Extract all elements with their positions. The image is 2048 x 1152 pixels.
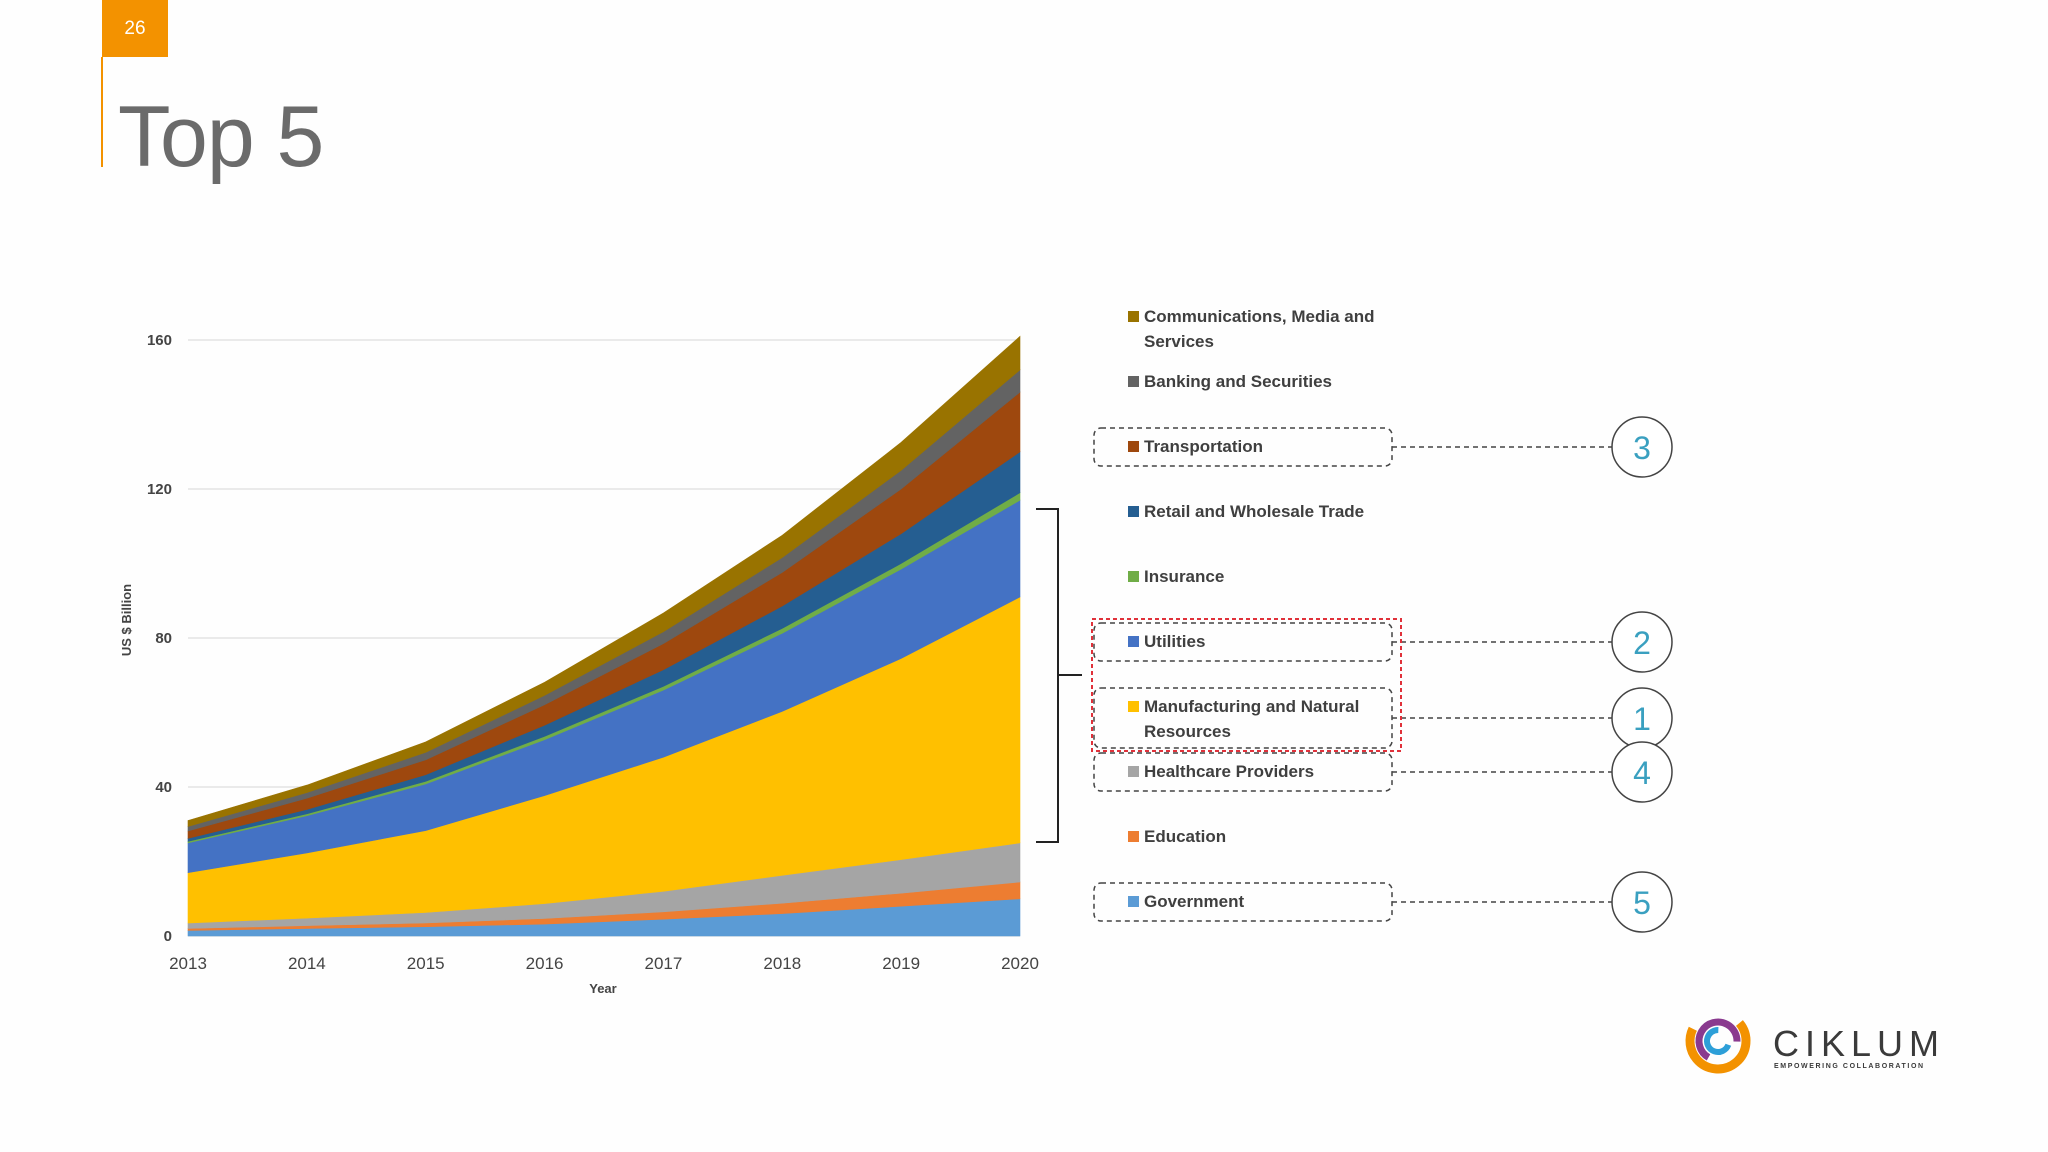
legend-swatch [1128,311,1139,322]
area-series-group [187,335,1021,937]
legend-item: Manufacturing and Natural Resources 1 [1093,687,1673,749]
slide-title: Top 5 [118,89,324,185]
legend-item: Banking and Securities [1128,372,1332,391]
rank-circle [1611,871,1673,933]
x-tick-label: 2017 [645,954,683,973]
legend-item: Utilities 2 [1093,611,1673,673]
legend-swatch [1128,506,1139,517]
x-axis-label: Year [589,981,616,996]
rank-number: 4 [1633,755,1651,791]
title-accent-line [101,57,103,167]
legend-label: Services [1144,332,1214,351]
legend-label: Resources [1144,722,1231,741]
logo-wordmark: CIKLUM [1773,1023,1946,1064]
y-tick-labels: 0 40 80 120 160 [147,332,172,945]
x-tick-label: 2018 [763,954,801,973]
legend-item: Transportation 3 [1093,416,1673,478]
logo-tagline: EMPOWERING COLLABORATION [1774,1063,1925,1070]
legend-label: Retail and Wholesale Trade [1144,502,1364,521]
area-series-communications-media-and-services [187,335,1021,827]
legend-swatch [1128,766,1139,777]
legend-label: Communications, Media and [1144,307,1374,326]
x-tick-labels: 2013 2014 2015 2016 2017 2018 2019 2020 [169,954,1039,973]
legend-label: Transportation [1144,437,1263,456]
rank-circle [1611,741,1673,803]
legend-swatch [1128,441,1139,452]
top-two-highlight-box [1091,618,1402,752]
y-tick-label: 160 [147,332,172,349]
legend-label: Manufacturing and Natural [1144,697,1359,716]
x-tick-label: 2015 [407,954,445,973]
top5-bracket [1036,508,1082,843]
x-tick-label: 2016 [526,954,564,973]
legend-item: Education [1128,827,1226,846]
y-tick-label: 80 [155,630,172,647]
legend-item: Insurance [1128,567,1224,586]
ciklum-logo: CIKLUM EMPOWERING COLLABORATION [1684,1005,1944,1075]
legend: Communications, Media and Services Banking… [1093,307,1673,933]
legend-swatch [1128,376,1139,387]
legend-item: Healthcare Providers 4 [1093,741,1673,803]
slide-number: 26 [124,17,146,39]
slide-number-badge: 26 [102,0,168,57]
x-tick-label: 2013 [169,954,207,973]
legend-swatch [1128,571,1139,582]
rank-circle [1611,416,1673,478]
legend-swatch [1128,896,1139,907]
legend-label: Education [1144,827,1226,846]
legend-swatch [1128,636,1139,647]
rank-number: 3 [1633,430,1651,466]
y-axis-label: US $ Billion [119,584,134,656]
legend-label: Healthcare Providers [1144,762,1314,781]
rank-number: 1 [1633,701,1651,737]
x-tick-label: 2020 [1001,954,1039,973]
rank-circle [1611,611,1673,673]
legend-item: Retail and Wholesale Trade [1128,502,1364,521]
rank-number: 2 [1633,625,1651,661]
legend-label: Insurance [1144,567,1224,586]
legend-label: Utilities [1144,632,1205,651]
y-tick-label: 120 [147,481,172,498]
legend-swatch [1128,831,1139,842]
x-tick-label: 2019 [882,954,920,973]
y-tick-label: 40 [155,779,172,796]
y-tick-label: 0 [164,928,172,945]
rank-number: 5 [1633,885,1651,921]
legend-label: Banking and Securities [1144,372,1332,391]
x-tick-label: 2014 [288,954,326,973]
ciklum-logo-icon [1685,1008,1751,1074]
legend-item: Communications, Media and Services [1128,307,1374,351]
legend-label: Government [1144,892,1244,911]
legend-item: Government 5 [1093,871,1673,933]
legend-swatch [1128,701,1139,712]
